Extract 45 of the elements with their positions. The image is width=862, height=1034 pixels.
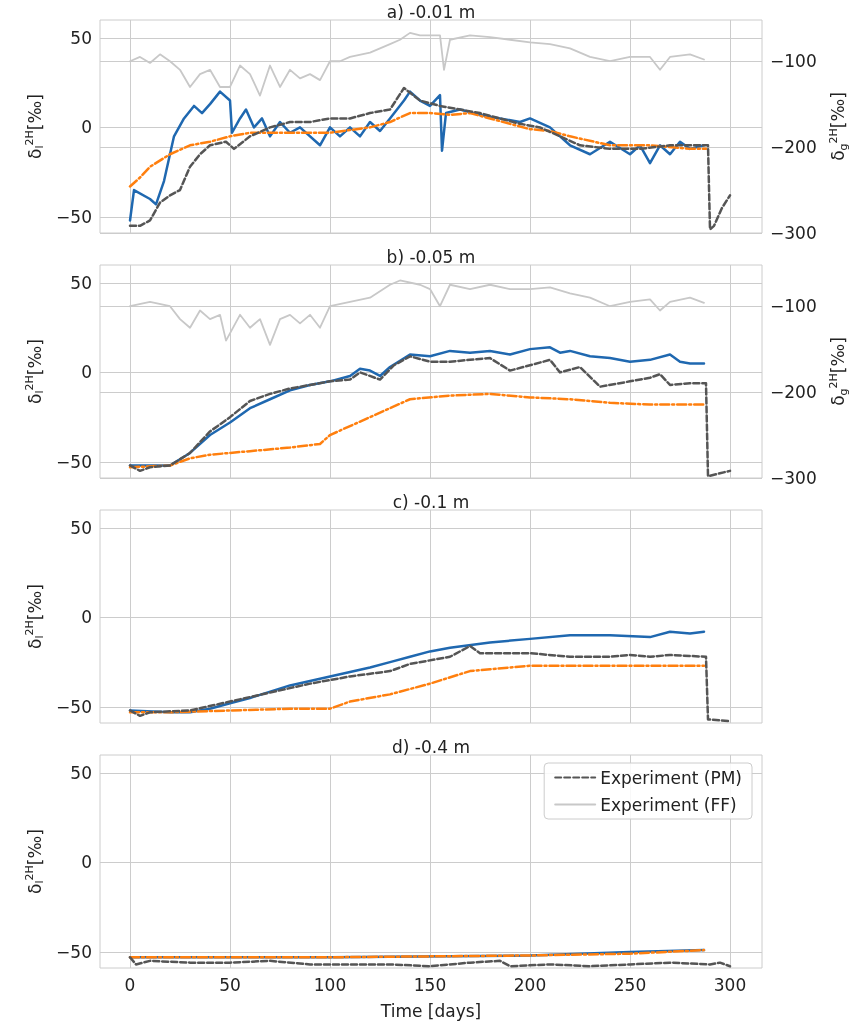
- chart-title: a) -0.01 m: [386, 1, 476, 22]
- line-series: [128, 948, 706, 959]
- x-tick-label: 150: [413, 974, 447, 995]
- y-tick-label: 50: [70, 762, 92, 783]
- y2-tick-label: −200: [770, 137, 817, 158]
- y2-tick-label: −100: [770, 51, 817, 72]
- line-series: [128, 644, 732, 723]
- y-tick-label: 0: [81, 117, 92, 138]
- y2-tick-label: −100: [770, 296, 817, 317]
- x-tick-label: 0: [124, 974, 136, 995]
- x-tick-label: 250: [613, 974, 647, 995]
- chart-title: b) -0.05 m: [386, 246, 476, 267]
- legend-label: Experiment (PM): [600, 767, 742, 788]
- x-tick-label: 100: [313, 974, 347, 995]
- y-axis-title: δl2H[‰]: [23, 584, 47, 649]
- x-axis-title: Time [days]: [379, 1000, 482, 1021]
- line-series: [128, 392, 706, 469]
- line-series: [128, 111, 708, 188]
- y2-axis-title: δg2H[‰]: [826, 92, 850, 161]
- y2-tick-label: −300: [770, 468, 817, 488]
- x-tick-label: 200: [513, 974, 547, 995]
- y-tick-label: 50: [70, 272, 92, 293]
- y-tick-label: 50: [70, 27, 92, 48]
- y-axis-title: δl2H[‰]: [23, 94, 47, 159]
- line-series: [128, 664, 706, 714]
- y-tick-label: −50: [56, 696, 92, 717]
- line-series: [128, 956, 732, 968]
- y-tick-label: −50: [56, 206, 92, 227]
- x-tick-label: 300: [713, 974, 747, 995]
- y-tick-label: −50: [56, 941, 92, 962]
- y-tick-label: −50: [56, 451, 92, 472]
- y-tick-label: 0: [81, 852, 92, 873]
- y-axis-title: δl2H[‰]: [23, 829, 47, 894]
- y-axis-title: δl2H[‰]: [23, 339, 47, 404]
- legend-label: Experiment (FF): [600, 794, 737, 815]
- chart-title: d) -0.4 m: [392, 736, 470, 757]
- line-series: [128, 355, 732, 478]
- y2-tick-label: −200: [770, 382, 817, 403]
- y2-axis-title: δg2H[‰]: [826, 337, 850, 406]
- y-tick-label: 50: [70, 517, 92, 538]
- y-tick-label: 0: [81, 607, 92, 628]
- x-tick-label: 50: [219, 974, 241, 995]
- chart-title: c) -0.1 m: [392, 491, 470, 512]
- y-tick-label: 0: [81, 362, 92, 383]
- y2-tick-label: −300: [770, 223, 817, 243]
